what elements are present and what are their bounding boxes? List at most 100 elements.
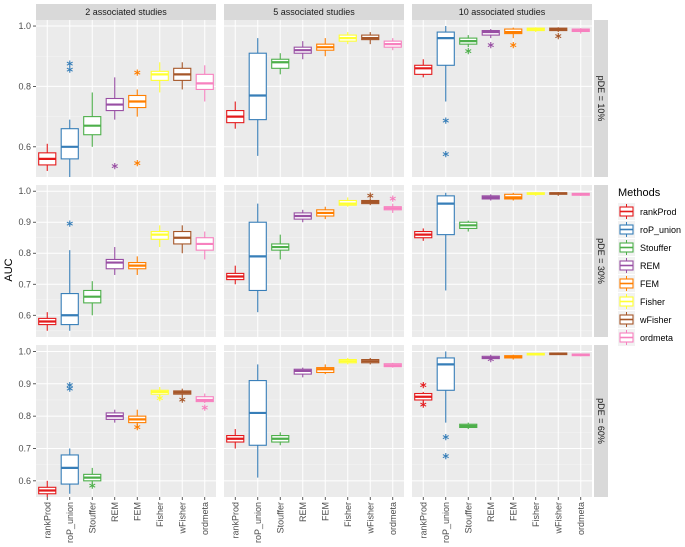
box-FEM: [128, 256, 147, 275]
outlier-point: *: [420, 381, 427, 396]
facet-strips: 2 associated studies 5 associated studies…: [36, 4, 608, 497]
y-axis-title: AUC: [3, 258, 15, 281]
y-tick-label: 0.8: [18, 81, 31, 91]
outlier-point: *: [420, 400, 427, 415]
box-Fisher: [526, 192, 545, 196]
box-REM: [293, 41, 312, 60]
legend-item-Stouffer: Stouffer: [618, 239, 671, 256]
box-Stouffer: *: [83, 467, 102, 496]
box-ordmeta: [195, 231, 214, 260]
outlier-point: *: [389, 195, 396, 210]
facet-strip-col-label: 2 associated studies: [85, 7, 167, 17]
box-Stouffer: [271, 53, 290, 75]
box-ordmeta: [571, 353, 590, 357]
x-tick-label: roP_union: [441, 502, 451, 543]
x-tick-label: REM: [486, 502, 496, 522]
legend-item-Fisher: Fisher: [618, 293, 665, 310]
facet-strip-row-label: pDE = 30%: [596, 238, 606, 284]
y-tick-label: 0.7: [18, 443, 31, 453]
x-tick-label: rankProd: [418, 502, 428, 539]
x-tick-label: wFisher: [365, 502, 375, 535]
box-Stouffer: [83, 92, 102, 147]
x-tick-label: Stouffer: [275, 502, 285, 533]
legend-label: ordmeta: [640, 333, 673, 343]
box-iqr: [60, 128, 79, 160]
box-rankProd: [414, 228, 433, 241]
legend-item-FEM: FEM: [618, 275, 659, 292]
box-roP_union: **: [436, 26, 455, 165]
outlier-point: *: [442, 117, 449, 132]
box-roP_union: [248, 38, 267, 156]
box-wFisher: *: [173, 388, 192, 411]
facet-strip-row: [594, 185, 608, 337]
facet-panel: *****: [412, 345, 592, 497]
box-Fisher: [338, 197, 357, 207]
box-rankProd: [226, 101, 245, 129]
box-roP_union: **: [60, 381, 79, 494]
box-roP_union: **: [436, 351, 455, 467]
x-tick-label: Stouffer: [463, 502, 473, 533]
legend-item-wFisher: wFisher: [618, 311, 672, 328]
x-tick-label: Fisher: [155, 502, 165, 527]
box-FEM: [316, 38, 335, 57]
box-roP_union: **: [60, 59, 79, 177]
box-rankProd: [38, 312, 57, 331]
outlier-point: *: [487, 41, 494, 56]
box-iqr: [436, 357, 455, 391]
box-iqr: [436, 195, 455, 236]
outlier-point: *: [66, 384, 73, 399]
legend-label: Fisher: [640, 297, 665, 307]
box-wFisher: *: [361, 191, 380, 206]
legend-label: Stouffer: [640, 243, 671, 253]
facet-panel: [412, 185, 592, 337]
outlier-point: *: [111, 162, 118, 177]
legend-label: FEM: [640, 279, 659, 289]
box-REM: [293, 367, 312, 378]
box-REM: *: [105, 77, 124, 177]
outlier-point: *: [367, 191, 374, 206]
y-tick-label: 1.0: [18, 21, 31, 31]
box-FEM: **: [128, 68, 147, 174]
box-ordmeta: [571, 192, 590, 196]
box-rankProd: **: [414, 381, 433, 415]
box-wFisher: [549, 192, 568, 196]
outlier-point: *: [510, 41, 517, 56]
facet-panel: *****: [36, 20, 216, 177]
outlier-point: *: [66, 219, 73, 234]
facet-panel: *: [36, 185, 216, 337]
legend-title: Methods: [618, 187, 661, 199]
box-Stouffer: [459, 220, 478, 232]
box-REM: [481, 194, 500, 201]
facet-strip-col: [36, 4, 216, 20]
box-ordmeta: *: [195, 393, 214, 419]
y-tick-label: 0.6: [18, 310, 31, 320]
box-Stouffer: [459, 422, 478, 430]
legend-item-ordmeta: ordmeta: [618, 329, 673, 346]
box-Stouffer: *: [459, 35, 478, 62]
box-REM: [105, 409, 124, 423]
outlier-point: *: [134, 423, 141, 438]
legend: Methods rankProd roP_union Stouffer REM FEM F…: [618, 187, 681, 346]
axes: 0.6 0.8 1.0 0.6 0.7 0.8 0.9 1.0 0.6 0.7 0.8 0.9 1.0 r…: [18, 21, 585, 543]
legend-item-REM: REM: [618, 257, 660, 274]
outlier-point: *: [201, 404, 208, 419]
y-tick-label: 0.9: [18, 379, 31, 389]
outlier-point: *: [134, 159, 141, 174]
legend-label: roP_union: [640, 225, 681, 235]
y-tick-label: 0.6: [18, 142, 31, 152]
box-iqr: [271, 58, 290, 69]
y-tick-label: 0.8: [18, 248, 31, 258]
x-tick-label: REM: [110, 502, 120, 522]
outlier-point: *: [89, 481, 96, 496]
x-tick-label: wFisher: [553, 502, 563, 535]
box-iqr: [414, 64, 433, 75]
box-wFisher: [361, 32, 380, 45]
box-iqr: [150, 70, 169, 81]
facet-strip-row: [594, 20, 608, 177]
outlier-point: *: [179, 396, 186, 411]
box-ordmeta: [195, 65, 214, 102]
box-Stouffer: [271, 234, 290, 260]
box-iqr: [248, 52, 267, 121]
box-REM: *: [481, 354, 500, 370]
box-roP_union: *: [60, 219, 79, 331]
